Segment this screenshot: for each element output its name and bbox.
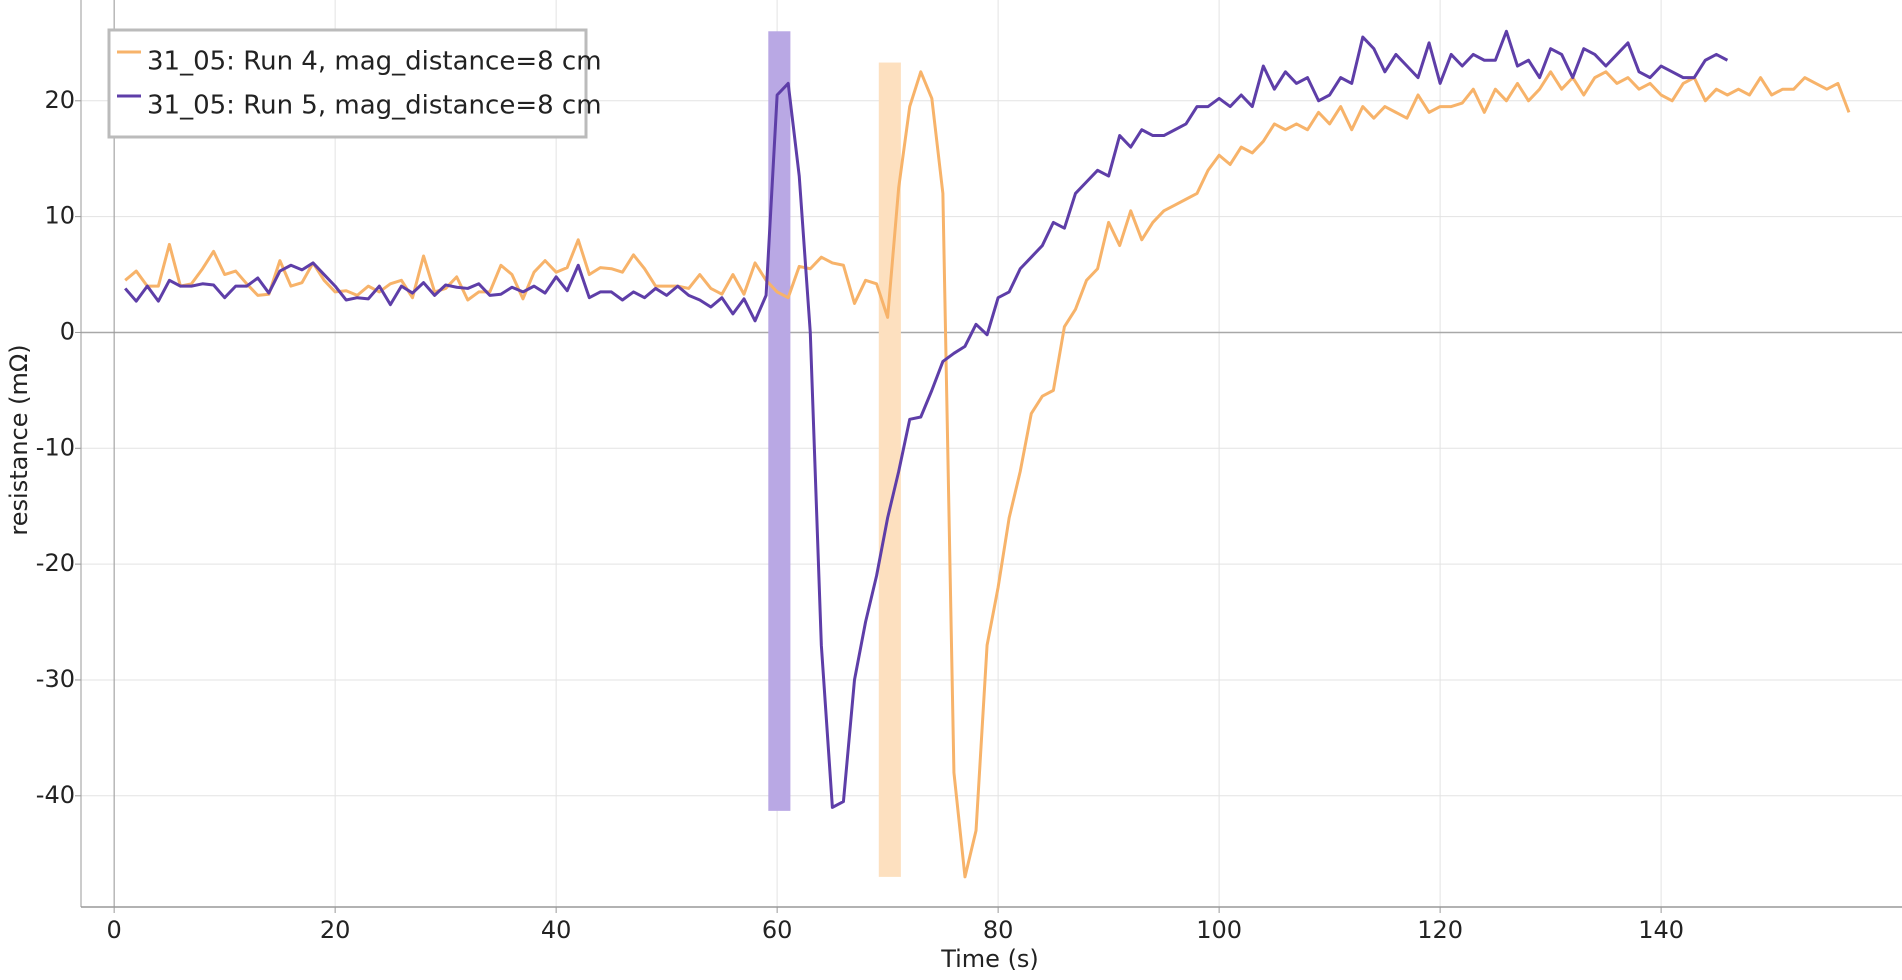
x-tick-label: 140: [1638, 916, 1684, 944]
highlight-span: [878, 62, 901, 877]
x-axis-label: Time (s): [940, 945, 1039, 973]
x-tick-label: 60: [762, 916, 793, 944]
y-tick-label: -30: [36, 665, 75, 693]
line-series: [124, 70, 1851, 879]
x-tick-label: 100: [1196, 916, 1242, 944]
y-axis-label: resistance (mΩ): [5, 344, 33, 535]
legend-label: 31_05: Run 5, mag_distance=8 cm: [147, 91, 602, 121]
highlight-span: [768, 31, 791, 811]
x-tick-label: 120: [1417, 916, 1463, 944]
y-tick-label: -20: [36, 549, 75, 577]
x-tick-label: 40: [541, 916, 572, 944]
x-tick-label: 20: [320, 916, 351, 944]
y-tick-label: -40: [36, 781, 75, 809]
legend-box: [107, 28, 588, 139]
x-tick-label: 0: [107, 916, 122, 944]
y-tick-label: -10: [36, 433, 75, 461]
legend-label: 31_05: Run 4, mag_distance=8 cm: [147, 47, 602, 77]
x-tick-label: 80: [983, 916, 1014, 944]
y-tick-label: 0: [60, 317, 75, 345]
line-series: [124, 29, 1729, 809]
y-tick-label: 20: [44, 86, 75, 114]
y-tick-label: 10: [44, 202, 75, 230]
